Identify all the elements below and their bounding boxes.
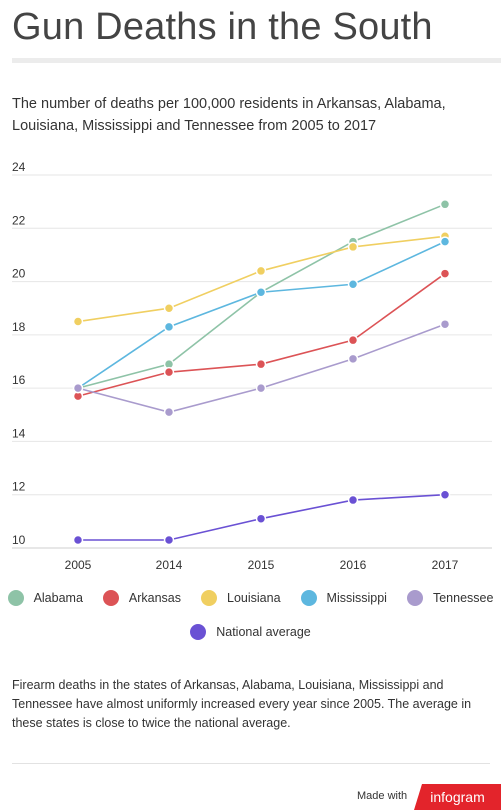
made-with-label: Made with — [357, 790, 408, 802]
y-tick-label: 22 — [12, 213, 26, 227]
data-point-tennessee — [163, 406, 175, 418]
x-tick-label: 2017 — [432, 558, 459, 572]
legend-label: Arkansas — [128, 591, 182, 605]
footnote: Firearm deaths in the states of Arkansas… — [12, 678, 472, 730]
infogram-logo[interactable]: infogram — [414, 784, 501, 810]
legend-item-arkansas[interactable]: Arkansas — [102, 590, 182, 606]
chart-subtitle: The number of deaths per 100,000 residen… — [12, 96, 446, 134]
data-point-mississippi — [439, 236, 451, 247]
legend-label: Tennessee — [432, 591, 494, 605]
legend-label: National average — [216, 625, 311, 639]
x-tick-label: 2014 — [156, 558, 183, 572]
legend-item-alabama[interactable]: Alabama — [7, 590, 83, 606]
data-point-arkansas — [347, 334, 359, 346]
data-point-tennessee — [255, 382, 267, 394]
y-tick-label: 20 — [12, 267, 26, 281]
legend-item-tennessee[interactable]: Tennessee — [406, 590, 494, 606]
data-point-louisiana — [163, 302, 175, 314]
y-tick-label: 18 — [12, 320, 26, 334]
data-point-tennessee — [347, 353, 359, 365]
data-point-louisiana — [347, 241, 359, 253]
data-point-national-average — [72, 534, 84, 546]
legend-item-mississippi[interactable]: Mississippi — [300, 590, 387, 606]
y-tick-label: 16 — [12, 373, 26, 387]
data-point-mississippi — [163, 321, 175, 333]
legend-swatch — [190, 624, 207, 640]
legend: Alabama Arkansas Louisiana Mississippi Tenne… — [0, 590, 501, 606]
legend-swatch — [300, 590, 317, 606]
series-line-louisiana — [77, 235, 446, 323]
legend-swatch — [7, 590, 24, 606]
data-point-mississippi — [347, 278, 359, 290]
legend-label: Alabama — [33, 591, 83, 605]
data-point-national-average — [163, 534, 175, 546]
data-point-arkansas — [255, 358, 267, 370]
legend-swatch — [201, 590, 218, 606]
legend-swatch — [102, 590, 119, 606]
data-point-tennessee — [72, 382, 84, 394]
line-chart: 10 12 14 16 18 20 22 24 2005 2014 2015 2016 2017 — [12, 160, 492, 572]
data-point-national-average — [255, 513, 267, 524]
title-divider — [12, 58, 501, 63]
legend-swatch — [406, 590, 423, 606]
legend-label: Louisiana — [227, 591, 281, 605]
y-tick-label: 14 — [12, 426, 26, 440]
data-point-tennessee — [439, 318, 451, 330]
data-point-national-average — [439, 489, 451, 500]
legend-item-louisiana[interactable]: Louisiana — [201, 590, 281, 606]
legend-label: Mississippi — [326, 591, 387, 605]
legend-second-row: National average — [0, 624, 501, 640]
data-point-alabama — [439, 199, 451, 210]
y-tick-label: 10 — [12, 533, 26, 547]
footer-divider — [12, 763, 490, 764]
data-point-louisiana — [72, 316, 84, 327]
data-point-arkansas — [439, 268, 451, 279]
x-tick-label: 2016 — [340, 558, 367, 572]
y-tick-label: 12 — [12, 480, 26, 494]
page-title: Gun Deaths in the South — [12, 6, 433, 48]
legend-item-national-average[interactable]: National average — [190, 624, 311, 640]
data-point-arkansas — [163, 366, 175, 378]
data-point-louisiana — [255, 265, 267, 277]
x-tick-label: 2005 — [65, 558, 92, 572]
x-tick-label: 2015 — [248, 558, 275, 572]
data-point-mississippi — [255, 286, 267, 298]
data-point-national-average — [347, 494, 359, 506]
y-tick-label: 24 — [12, 160, 26, 174]
